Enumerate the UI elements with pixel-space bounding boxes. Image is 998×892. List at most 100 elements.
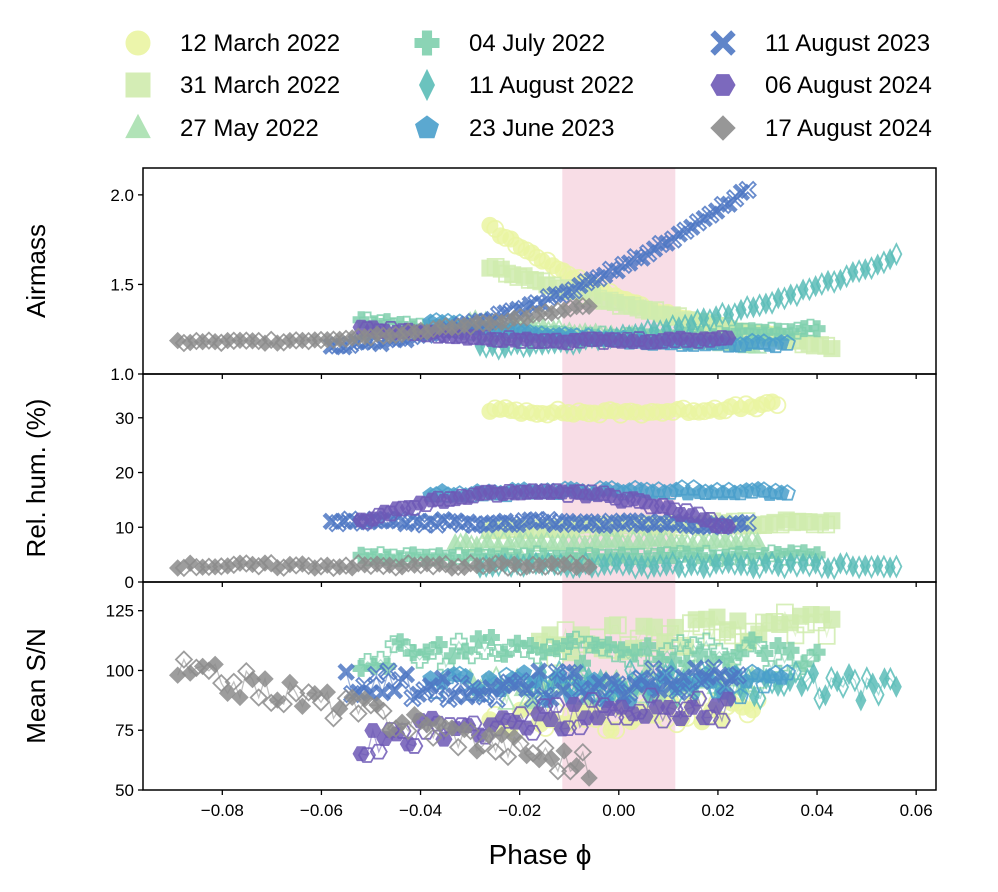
data-point [580,769,598,787]
legend-label: 04 July 2022 [469,30,605,57]
legend-label: 12 March 2022 [180,30,340,57]
data-point [443,719,461,737]
data-point [701,205,720,224]
data-point [168,559,187,577]
data-point [890,242,903,267]
data-point [834,552,846,575]
data-point [633,516,651,534]
data-point [330,699,349,718]
data-point [461,721,480,741]
data-point [773,484,790,501]
data-point [808,643,826,661]
data-point [614,255,633,275]
data-point [337,663,355,681]
data-point [645,618,663,636]
data-point [565,696,583,712]
legend-label: 11 August 2022 [469,72,634,99]
data-point [860,666,873,691]
data-point [872,682,885,707]
y-tick-label: 0 [125,573,134,592]
data-point [343,688,361,707]
data-point [357,747,377,763]
legend-entry: 04 July 2022 [414,30,605,57]
data-point [607,721,626,740]
data-point [775,653,794,672]
legend-label: 11 August 2023 [765,30,930,57]
data-point [601,260,621,280]
data-point [589,487,607,503]
data-point [243,670,262,689]
data-point [404,644,422,662]
data-point [797,278,809,301]
legend-marker [710,115,736,141]
data-layer [168,180,903,361]
legend-marker [415,115,439,139]
legend-label: 23 June 2023 [469,115,614,142]
panel-frame [142,581,937,791]
series [352,629,826,680]
data-point [676,221,695,240]
data-point [567,757,586,775]
data-point [567,297,586,316]
data-point [566,663,584,682]
data-point [673,532,691,550]
data-point [801,318,820,337]
panel-airmass: 1.0 1.5 2.0 Airmass [21,167,937,384]
data-point [529,706,548,722]
legend-entry: 06 August 2024 [710,72,932,99]
data-point [729,612,747,630]
legend-entry: 27 May 2022 [125,113,319,142]
data-point [523,724,542,741]
data-point [256,334,274,352]
data-point [423,492,441,508]
x-tick-label: 0.02 [701,801,734,820]
data-point [600,636,618,654]
data-point [218,331,237,350]
series [481,393,787,424]
data-point [782,641,800,659]
data-point [206,558,224,576]
data-point [256,554,274,572]
series-line [177,657,590,779]
data-point [671,711,690,727]
data-point [168,666,187,684]
data-point [448,737,468,757]
data-point [748,531,767,549]
data-point [231,331,249,350]
data-point [674,668,693,686]
data-point [559,663,579,683]
y-axis-label: Rel. hum. (%) [21,399,51,558]
data-point [249,688,268,707]
data-point [306,331,324,349]
data-point [712,712,731,729]
data-point [530,662,548,680]
data-point [691,552,704,577]
data-point [749,334,767,350]
legend-marker [414,30,440,56]
data-point [695,331,713,347]
x-tick-label: −0.08 [201,801,244,820]
data-point [713,195,733,215]
data-point [462,646,481,665]
legend-marker [419,68,435,102]
data-point [423,728,443,747]
data-point [840,551,853,576]
panel-relhum: 0 10 20 30 Rel. hum. (%) [21,373,937,592]
data-point [795,320,813,338]
series [168,296,598,353]
data-point [613,641,631,659]
data-point [480,726,499,744]
data-point [405,738,424,754]
x-tick-label: −0.06 [300,801,343,820]
data-point [548,761,568,781]
x-tick-label: −0.02 [498,801,541,820]
data-point [521,637,539,654]
data-point [766,551,779,576]
data-point [243,332,262,350]
data-point [418,716,436,734]
series [352,483,737,534]
data-point [374,701,393,721]
data-point [580,297,598,316]
legend-marker [710,74,736,96]
